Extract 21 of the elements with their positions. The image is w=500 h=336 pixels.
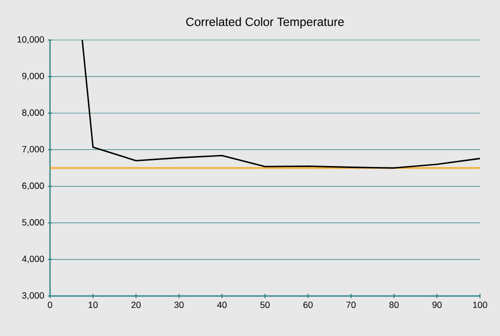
x-tick-label: 70 <box>346 302 356 308</box>
x-tick-label: 30 <box>174 302 184 308</box>
x-tick-label: 10 <box>88 302 98 308</box>
line-series <box>82 40 480 169</box>
y-tick-label: 9,000 <box>22 72 44 80</box>
x-tick-label: 90 <box>432 302 442 308</box>
y-tick-label: 7,000 <box>22 146 44 154</box>
x-tick-label: 50 <box>260 302 270 308</box>
y-tick-label: 3,000 <box>22 292 44 300</box>
y-tick-label: 6,000 <box>22 182 44 190</box>
x-tick-label: 0 <box>48 302 52 308</box>
x-tick-label: 40 <box>217 302 227 308</box>
y-tick-label: 10,000 <box>18 36 44 44</box>
y-tick-label: 5,000 <box>22 219 44 227</box>
x-tick-label: 60 <box>303 302 313 308</box>
chart-title: Correlated Color Temperature <box>186 17 344 28</box>
x-tick-label: 100 <box>473 302 488 308</box>
y-tick-label: 4,000 <box>22 256 44 264</box>
x-tick-label: 80 <box>389 302 399 308</box>
x-tick-label: 20 <box>131 302 141 308</box>
y-tick-label: 8,000 <box>22 109 44 117</box>
